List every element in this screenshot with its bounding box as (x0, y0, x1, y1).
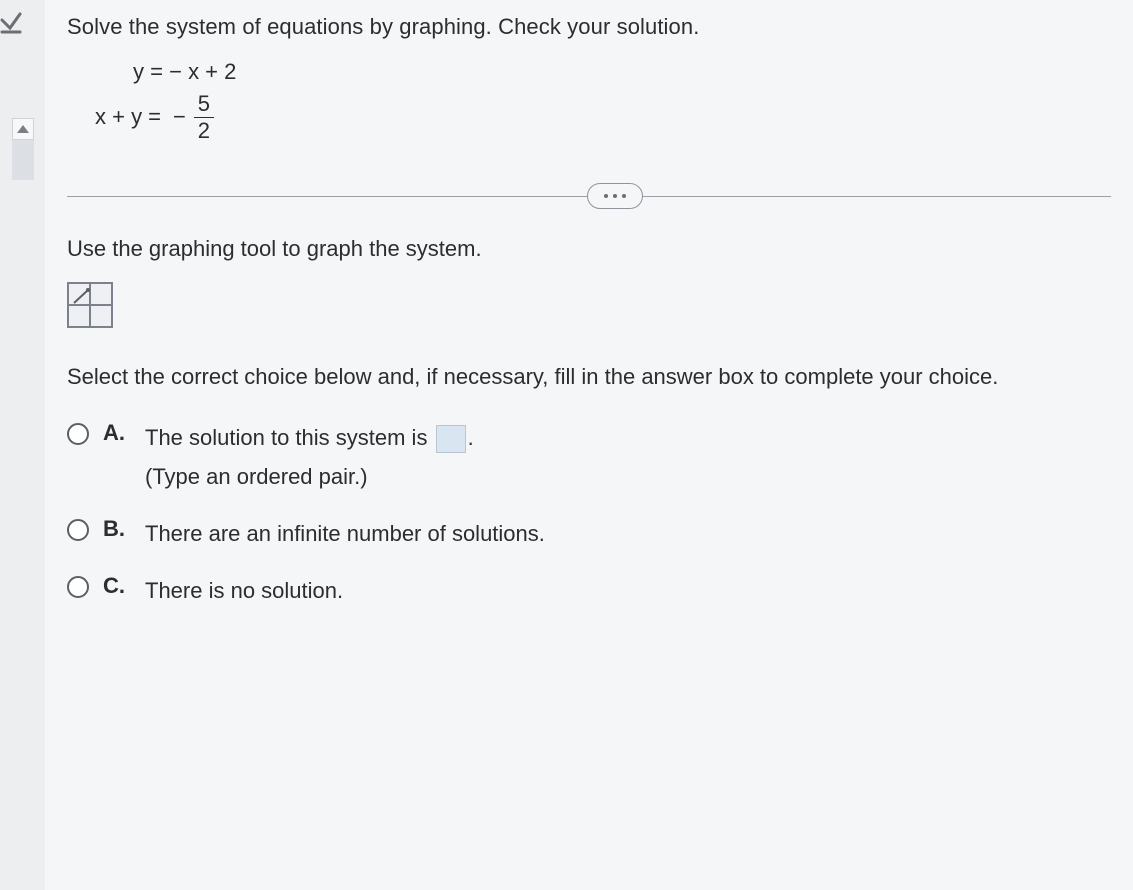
scroll-up-button[interactable] (12, 118, 34, 140)
choice-b-label: B. (103, 516, 131, 542)
choice-c-text: There is no solution. (145, 573, 1111, 608)
eq2-op: = (148, 103, 161, 132)
more-button[interactable] (587, 183, 643, 209)
choices-intro-text: Select the correct choice below and, if … (67, 364, 1111, 390)
checkmark-partial-icon (0, 8, 28, 36)
graph-line-icon (73, 288, 90, 305)
equation-1: y = − x + 2 (95, 58, 1111, 87)
answer-input-a[interactable] (436, 425, 466, 453)
choice-c-label: C. (103, 573, 131, 599)
eq2-denominator: 2 (194, 117, 214, 142)
eq2-neg: − (173, 103, 186, 132)
radio-b[interactable] (67, 519, 89, 541)
eq1-rhs: − x + 2 (169, 59, 236, 84)
choice-a-suffix: . (468, 425, 474, 450)
left-gutter (0, 0, 45, 890)
radio-c[interactable] (67, 576, 89, 598)
eq1-op: = (150, 59, 163, 84)
choice-a-label: A. (103, 420, 131, 446)
choice-a-prefix: The solution to this system is (145, 425, 434, 450)
choice-a-hint: (Type an ordered pair.) (145, 459, 1111, 494)
graphing-tool-button[interactable] (67, 282, 113, 328)
choice-c: C. There is no solution. (67, 573, 1111, 608)
question-panel: Solve the system of equations by graphin… (45, 0, 1133, 890)
graph-prompt-text: Use the graphing tool to graph the syste… (67, 236, 1111, 262)
eq2-lhs: x + y (95, 103, 142, 132)
scrollbar-track[interactable] (12, 140, 34, 180)
radio-a[interactable] (67, 423, 89, 445)
choice-a-body: The solution to this system is . (Type a… (145, 420, 1111, 494)
instruction-text: Solve the system of equations by graphin… (67, 14, 1111, 40)
eq2-fraction: 5 2 (194, 93, 214, 142)
choice-b-text: There are an infinite number of solution… (145, 516, 1111, 551)
section-divider (67, 196, 1111, 198)
choice-a: A. The solution to this system is . (Typ… (67, 420, 1111, 494)
eq1-lhs: y (133, 59, 144, 84)
eq2-numerator: 5 (194, 93, 214, 117)
equations-block: y = − x + 2 x + y = − 5 2 (95, 58, 1111, 142)
choice-b: B. There are an infinite number of solut… (67, 516, 1111, 551)
equation-2: x + y = − 5 2 (95, 93, 1111, 142)
